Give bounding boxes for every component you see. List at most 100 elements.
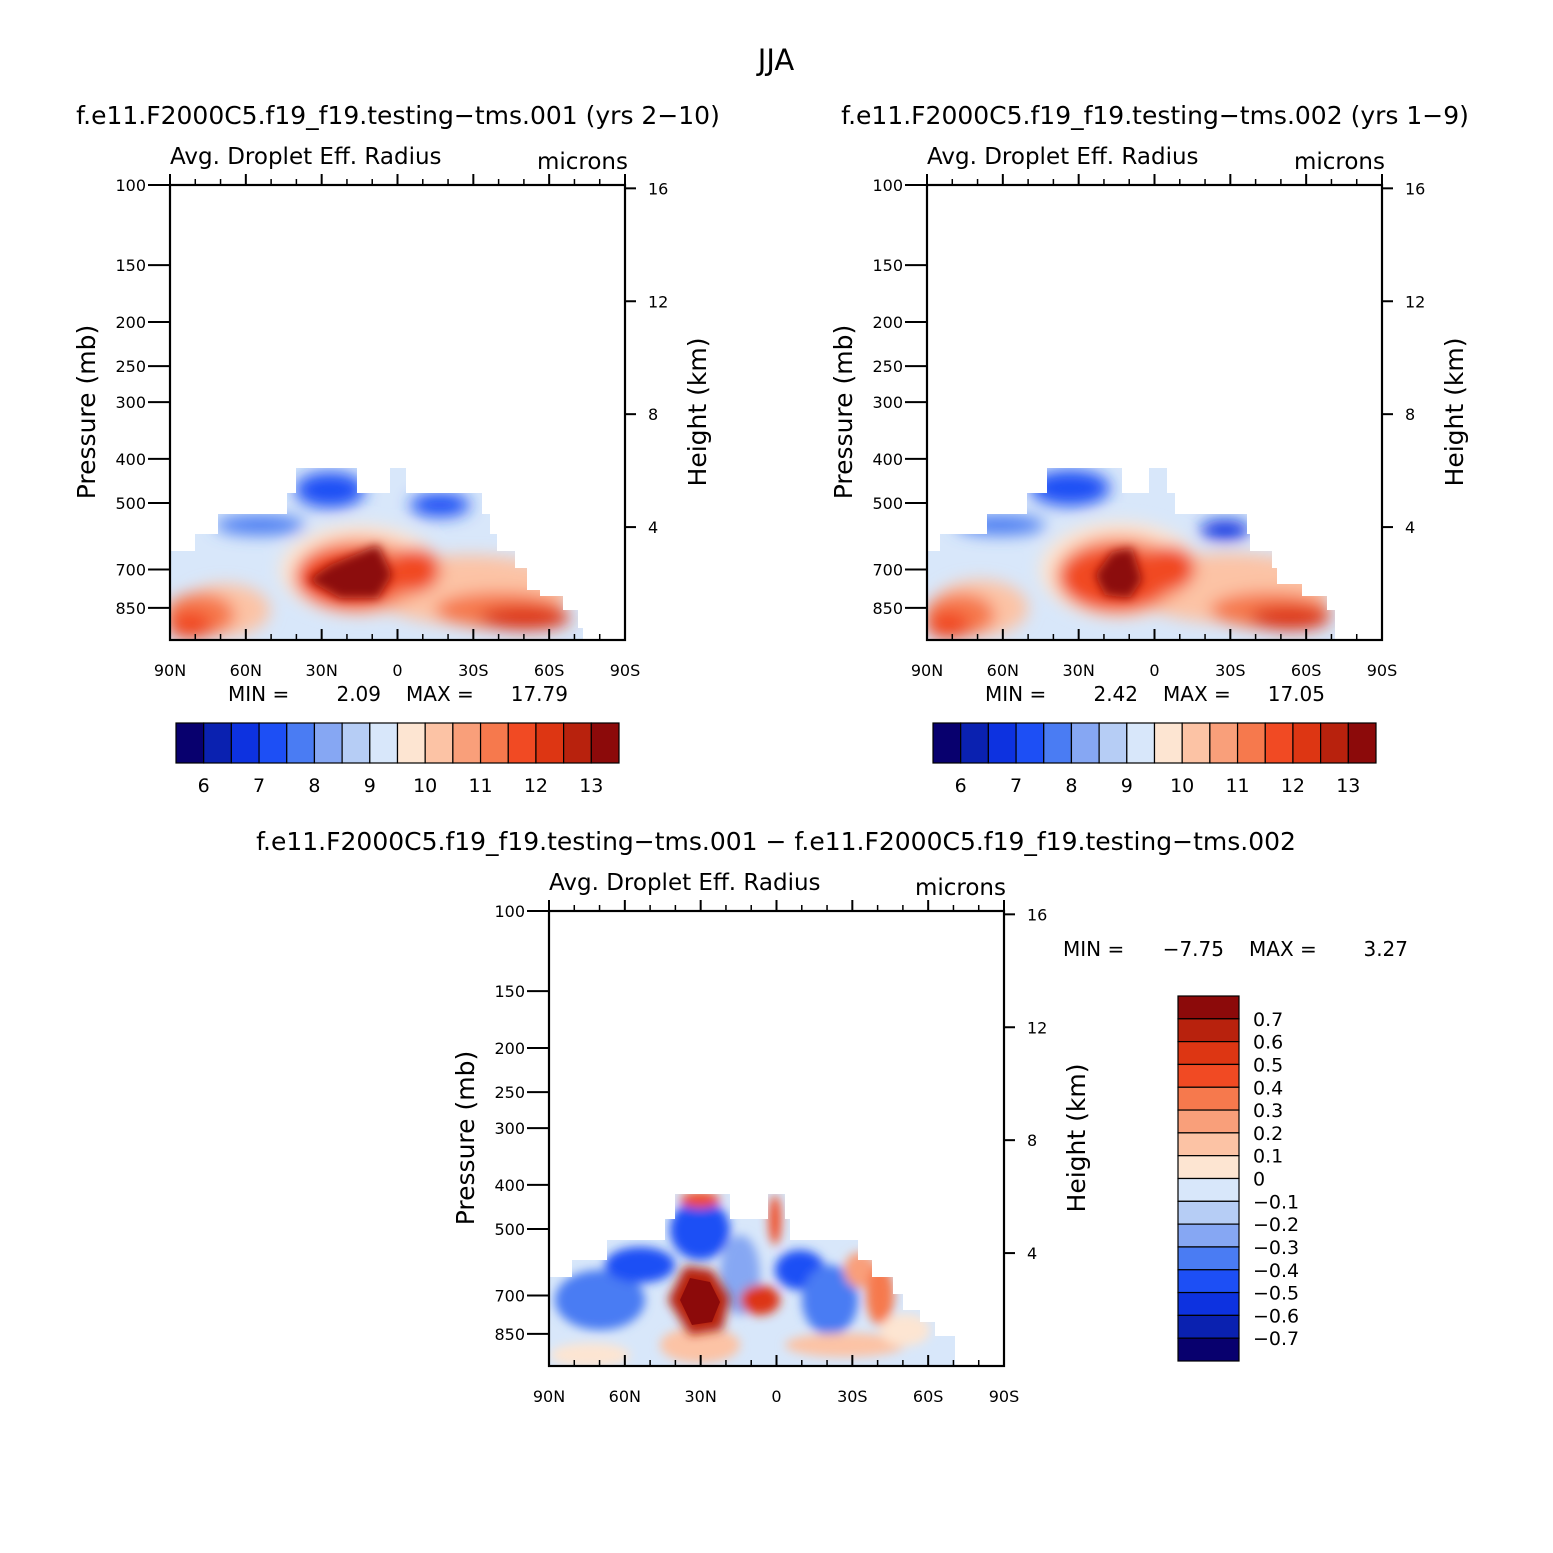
colorbar-label: −0.7 — [1253, 1328, 1299, 1350]
x-tick-label: 90S — [989, 1387, 1020, 1406]
colorbar-label: −0.6 — [1253, 1305, 1299, 1327]
x-tick-label: 90N — [911, 661, 943, 680]
x-tick-label: 30N — [306, 661, 338, 680]
colorbar-label: 9 — [364, 775, 376, 797]
panel-a: f.e11.F2000C5.f19_f19.testing−tms.001 (y… — [72, 101, 720, 797]
colorbar-label: −0.4 — [1253, 1260, 1299, 1282]
panel-b-field — [927, 468, 1335, 640]
colorbar-label: 0.5 — [1253, 1054, 1283, 1076]
colorbar-label: 9 — [1121, 775, 1133, 797]
colorbar-swatch — [987, 722, 1017, 764]
panel-a-min-value: 2.09 — [336, 682, 381, 706]
y-tick-label: 500 — [872, 494, 903, 513]
colorbar-swatch — [1177, 1177, 1240, 1202]
colorbar-swatch — [203, 722, 232, 764]
panel-c-min-label: MIN = — [1063, 937, 1124, 961]
panel-c-max-label: MAX = — [1249, 937, 1317, 961]
colorbar-label: 12 — [524, 775, 548, 797]
colorbar-swatch — [452, 722, 482, 764]
y2-tick-label: 12 — [648, 292, 668, 311]
y2-tick-label: 8 — [1027, 1131, 1037, 1150]
colorbar-swatch — [1015, 722, 1045, 764]
colorbar-swatch — [1177, 995, 1240, 1020]
panel-b-axes: 90N 60N 30N 0 30S 60S 90S 100 150 200 250 300 400 500… — [872, 174, 1425, 680]
panel-a-axes: 90N 60N 30N 0 30S 60S 90S 100 150 200 250 300 400 500… — [115, 174, 668, 680]
colorbar-swatch — [1264, 722, 1294, 764]
panel-b-variable: Avg. Droplet Eff. Radius — [927, 144, 1199, 170]
colorbar-swatch — [1177, 1132, 1240, 1157]
panel-a-variable: Avg. Droplet Eff. Radius — [170, 144, 442, 170]
colorbar-swatch — [175, 722, 205, 764]
x-tick-label: 90N — [154, 661, 186, 680]
y-tick-label: 100 — [494, 902, 525, 921]
colorbar-swatch — [1043, 722, 1073, 764]
panel-c-axes: 90N 60N 30N 0 30S 60S 90S 100 150 200 250 300 400 500… — [494, 900, 1047, 1406]
colorbar-label: 11 — [1225, 775, 1249, 797]
y-tick-label: 150 — [494, 982, 525, 1001]
y-tick-label: 850 — [494, 1325, 525, 1344]
colorbar-swatch — [369, 722, 399, 764]
x-tick-label: 90S — [610, 661, 641, 680]
x-tick-label: 30N — [685, 1387, 717, 1406]
colorbar-label: 0.2 — [1253, 1123, 1283, 1145]
colorbar-label: 0.7 — [1253, 1009, 1283, 1031]
panel-a-min-label: MIN = — [228, 682, 289, 706]
colorbar-swatch — [590, 722, 620, 764]
y-tick-label: 500 — [115, 494, 146, 513]
panel-c-units: microns — [915, 875, 1006, 901]
figure-title: JJA — [756, 43, 795, 77]
panel-a-case-title: f.e11.F2000C5.f19_f19.testing−tms.001 (y… — [76, 101, 720, 130]
y2-tick-label: 12 — [1405, 292, 1425, 311]
colorbar-label: 13 — [579, 775, 603, 797]
colorbar-label: 6 — [198, 775, 210, 797]
x-tick-label: 60S — [534, 661, 565, 680]
colorbar-swatch — [1070, 722, 1100, 764]
panel-c-ylabel: Pressure (mb) — [451, 1051, 480, 1225]
x-tick-label: 30N — [1063, 661, 1095, 680]
colorbar-swatch — [1177, 1337, 1240, 1362]
colorbar-swatch — [1177, 1269, 1240, 1294]
y2-tick-label: 8 — [1405, 405, 1415, 424]
y-tick-label: 150 — [872, 256, 903, 275]
colorbar-swatch — [1177, 1200, 1240, 1225]
panel-b-colorbar: 6 7 8 9 10 11 12 13 — [932, 722, 1377, 797]
colorbar-swatch — [1177, 1314, 1240, 1339]
panel-c-field — [549, 1194, 955, 1366]
colorbar-swatch — [1126, 722, 1156, 764]
colorbar-swatch — [1177, 1246, 1240, 1271]
colorbar-label: −0.5 — [1253, 1283, 1299, 1305]
y-tick-label: 300 — [872, 393, 903, 412]
y-tick-label: 850 — [115, 599, 146, 618]
colorbar-swatch — [424, 722, 454, 764]
colorbar-swatch — [313, 722, 343, 764]
y2-tick-label: 8 — [648, 405, 658, 424]
y-tick-label: 700 — [872, 561, 903, 580]
y-tick-label: 200 — [494, 1039, 525, 1058]
colorbar-label: 10 — [1170, 775, 1194, 797]
colorbar-label: −0.2 — [1253, 1214, 1299, 1236]
colorbar-swatch — [535, 722, 565, 764]
x-tick-label: 90N — [533, 1387, 565, 1406]
panel-a-ylabel: Pressure (mb) — [72, 325, 101, 499]
y2-tick-label: 12 — [1027, 1018, 1047, 1037]
y-tick-label: 700 — [115, 561, 146, 580]
y-tick-label: 250 — [872, 357, 903, 376]
colorbar-swatch — [286, 722, 316, 764]
colorbar-swatch — [1177, 1155, 1240, 1180]
y-tick-label: 200 — [872, 313, 903, 332]
panel-a-units: microns — [537, 149, 628, 175]
panel-b-ylabel-right: Height (km) — [1440, 338, 1469, 487]
colorbar-swatch — [1177, 1109, 1240, 1134]
colorbar-label: 8 — [308, 775, 320, 797]
colorbar-swatch — [1347, 722, 1377, 764]
colorbar-swatch — [1177, 1086, 1240, 1111]
x-tick-label: 30S — [458, 661, 489, 680]
colorbar-label: 6 — [955, 775, 967, 797]
panel-b-min-value: 2.42 — [1093, 682, 1138, 706]
y-tick-label: 400 — [494, 1176, 525, 1195]
panel-b-min-label: MIN = — [985, 682, 1046, 706]
colorbar-swatch — [341, 722, 371, 764]
x-tick-label: 60N — [609, 1387, 641, 1406]
y-tick-label: 250 — [115, 357, 146, 376]
colorbar-swatch — [396, 722, 426, 764]
